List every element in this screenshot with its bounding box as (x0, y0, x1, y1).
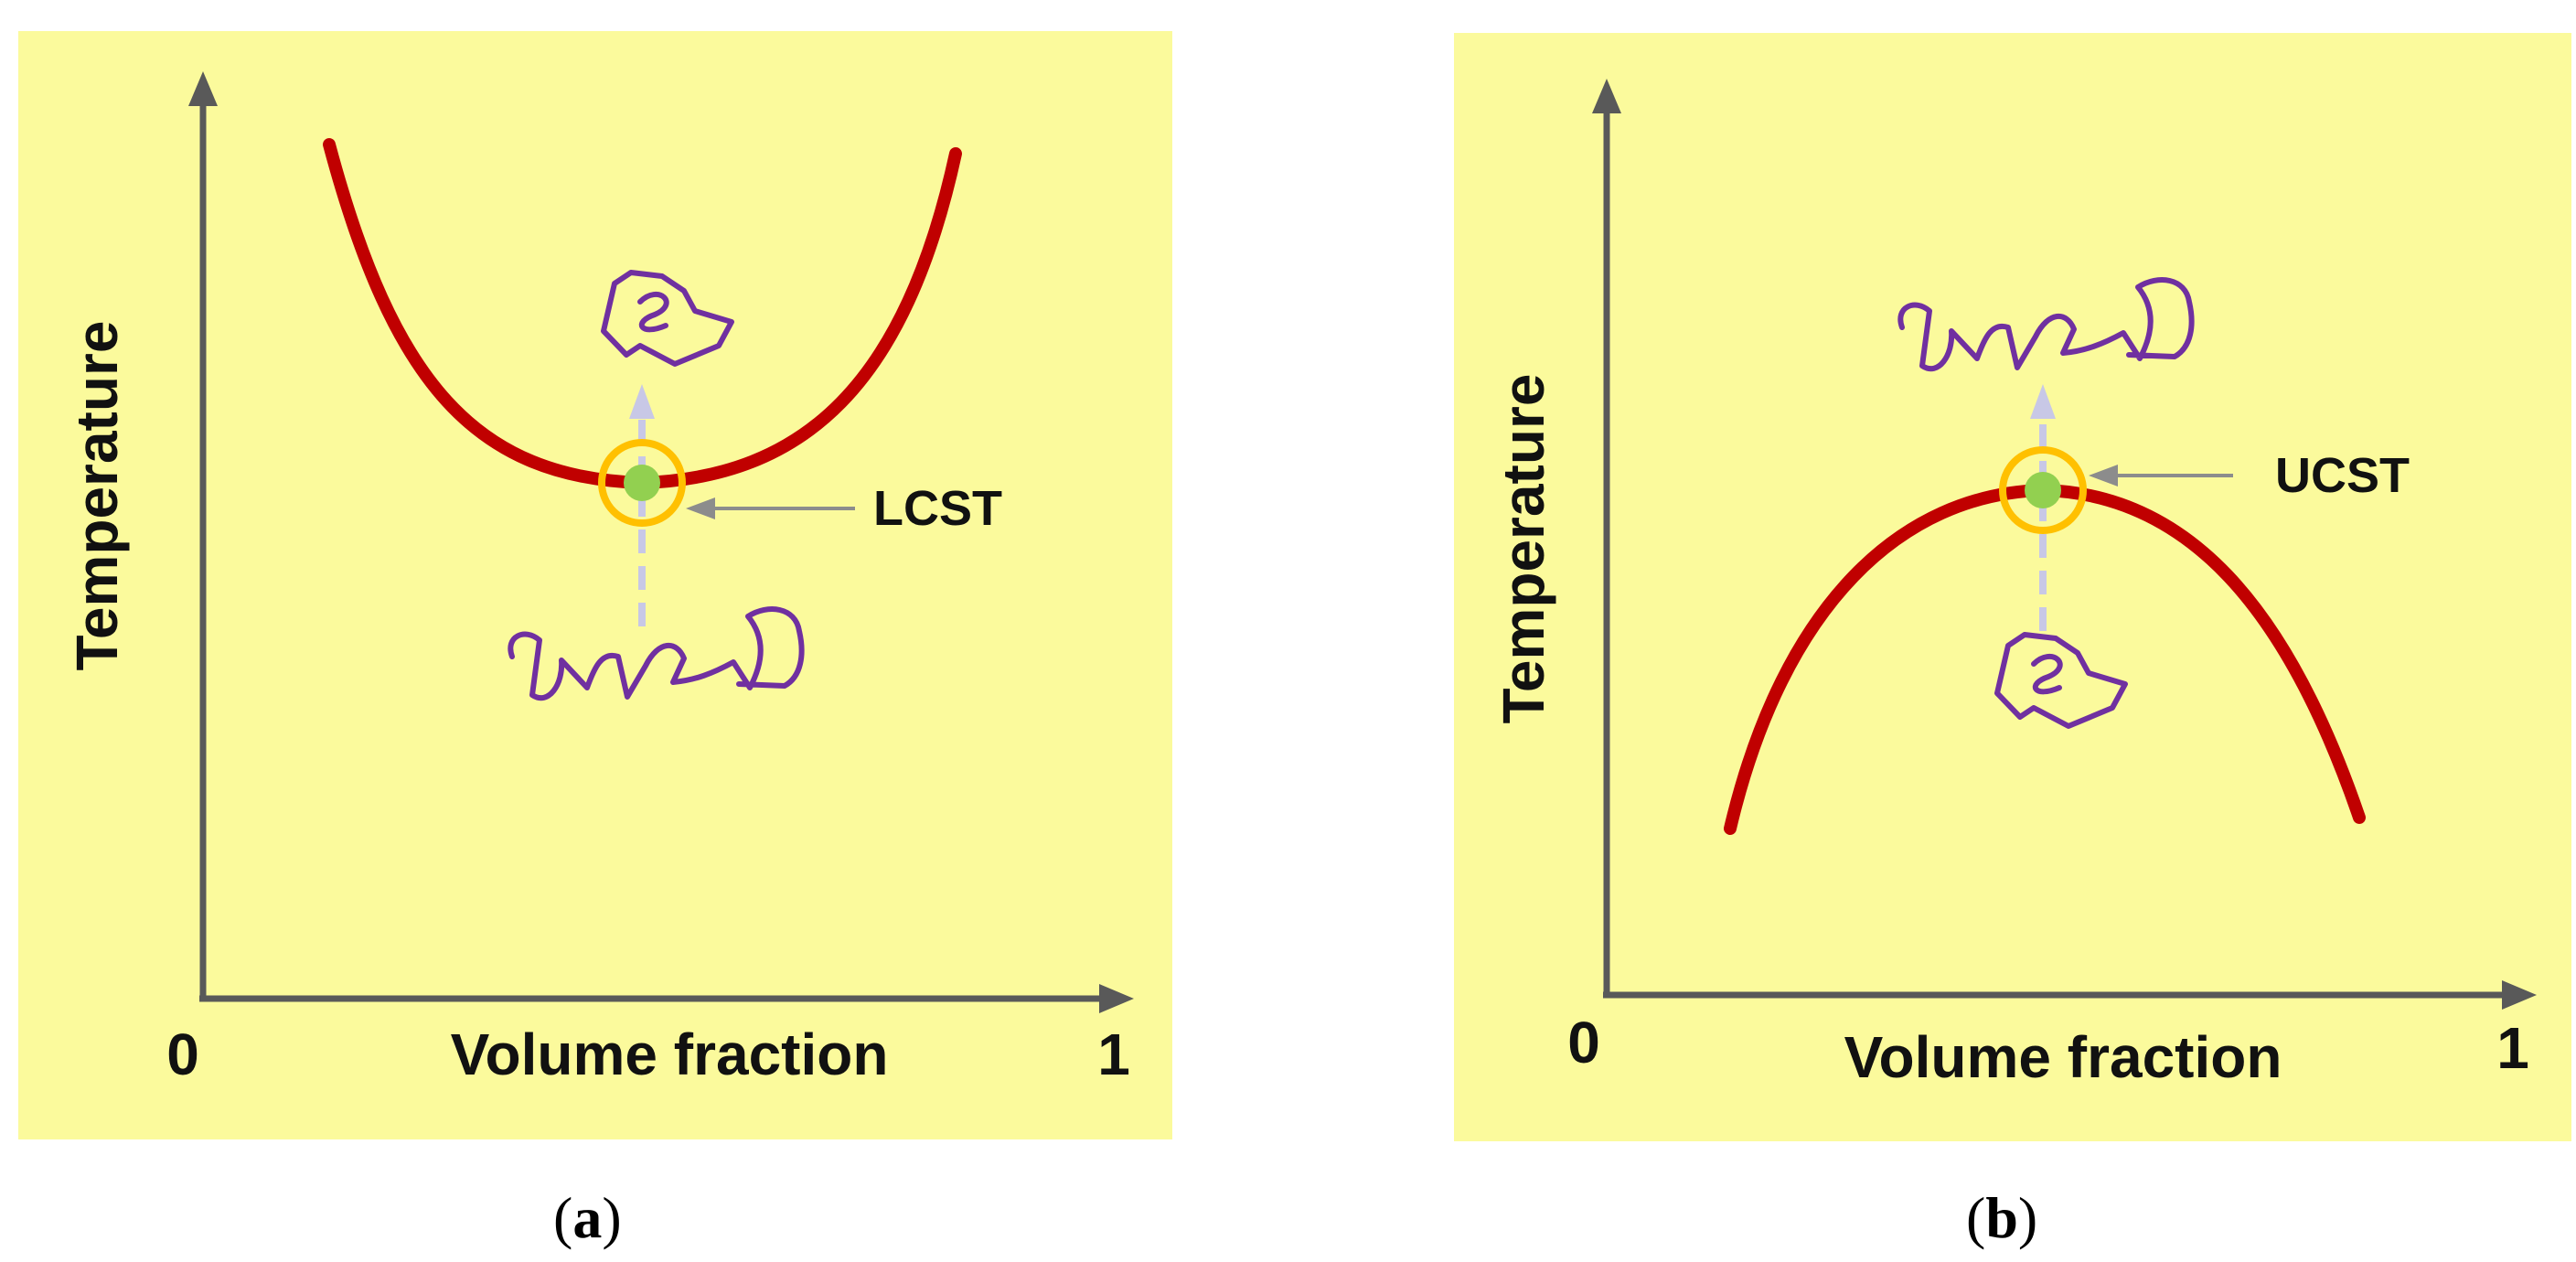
panel-b-critical-ring (1999, 446, 2087, 534)
panel-b-pointer-arrowhead (2089, 465, 2118, 487)
panel-a-x-axis-label: Volume fraction (451, 1021, 889, 1087)
panel-b: Temperature Volume fraction 0 1 UCST (1491, 79, 2537, 1090)
panel-a-caption-letter: a (572, 1185, 603, 1250)
panel-b-x-axis-arrowhead (2502, 980, 2537, 1010)
panel-b-critical-point (2025, 472, 2061, 508)
panel-b-x-axis-label: Volume fraction (1844, 1024, 2282, 1090)
panel-a-transition-arrowhead (629, 384, 655, 419)
panel-a-critical-point (624, 465, 660, 501)
panel-a-x-max-label: 1 (1097, 1021, 1130, 1087)
panel-a-y-axis-label: Temperature (64, 321, 130, 671)
panel-a-pointer-arrowhead (686, 497, 715, 519)
panel-a-critical-ring (598, 439, 686, 527)
panel-b-extended-coil (1897, 277, 2195, 372)
panel-a-axes (188, 71, 1134, 1013)
panel-b-caption: (b) (1966, 1185, 2038, 1250)
panel-a-background (18, 31, 1172, 1139)
panel-b-transition-arrowhead (2030, 384, 2056, 419)
panel-a-extended-coil (508, 606, 805, 701)
panel-a-x-axis-arrowhead (1099, 984, 1134, 1013)
panel-a: Temperature Volume fraction 0 1 LCST (64, 71, 1134, 1087)
panel-b-x-min-label: 0 (1567, 1010, 1600, 1075)
panel-b-x-max-label: 1 (2496, 1015, 2529, 1081)
panel-b-caption-letter: b (1985, 1185, 2018, 1250)
panel-b-background (1454, 33, 2571, 1141)
panel-a-x-min-label: 0 (166, 1021, 199, 1087)
panel-a-collapsed-globule (601, 270, 734, 367)
panel-b-y-axis-label: Temperature (1491, 374, 1556, 724)
panel-b-collapsed-globule (1994, 632, 2128, 729)
panel-a-caption: (a) (553, 1185, 622, 1250)
panel-b-axes (1592, 79, 2537, 1010)
panel-b-y-axis-arrowhead (1592, 79, 1621, 113)
panel-a-y-axis-arrowhead (188, 71, 218, 106)
panel-b-critical-label: UCST (2275, 448, 2410, 503)
panel-a-critical-label: LCST (873, 481, 1002, 536)
